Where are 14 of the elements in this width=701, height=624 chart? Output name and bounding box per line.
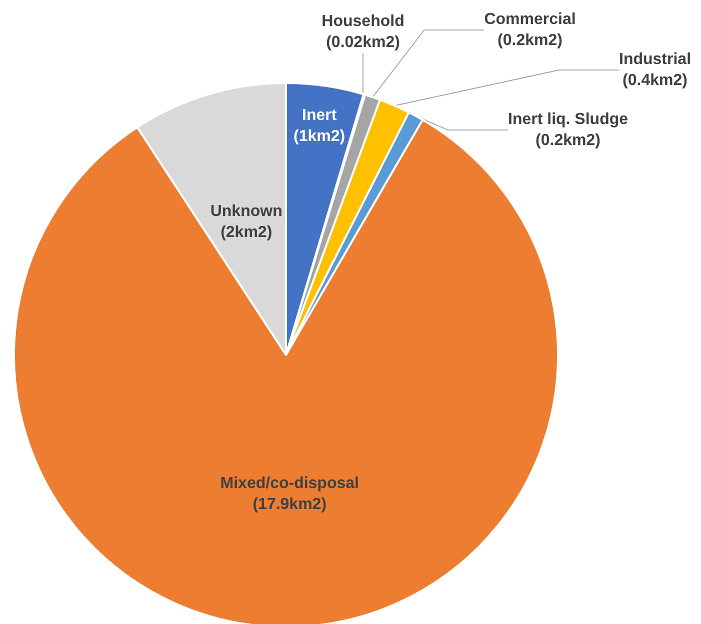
slice-label: Household [322,13,404,30]
data-label: (17.9km2) [252,496,327,513]
data-label: (1km2) [294,128,346,146]
data-label: (2km2) [220,224,272,241]
data-label: (0.2km2) [536,132,600,149]
data-label: (0.2km2) [498,32,562,49]
data-label: (0.4km2) [622,72,688,89]
slice-label: Inert liq. Sludge [508,111,628,128]
slice-label: Commercial [484,11,576,28]
slice-label: Unknown [210,202,282,220]
slice-label: Inert [302,107,338,124]
slice-label: Industrial [618,51,692,68]
data-label: (0.02km2) [326,34,400,51]
slice-label: Mixed/co-disposal [220,474,359,492]
